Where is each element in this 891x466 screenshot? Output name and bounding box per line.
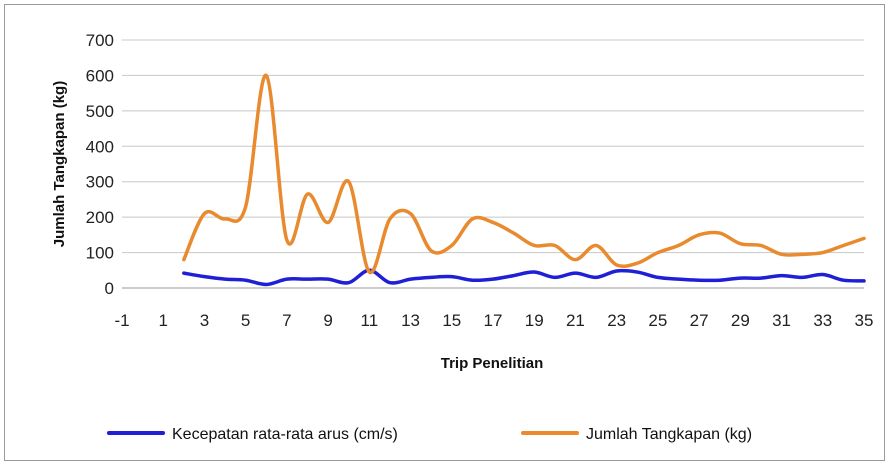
x-tick-label: 31 <box>772 311 791 330</box>
x-tick-label: 19 <box>525 311 544 330</box>
y-tick-label: 300 <box>86 173 114 192</box>
x-tick-label: 15 <box>442 311 461 330</box>
x-tick-label: 21 <box>566 311 585 330</box>
x-tick-label: 5 <box>241 311 250 330</box>
legend-label-kecepatan: Kecepatan rata-rata arus (cm/s) <box>172 426 398 443</box>
chart-frame <box>4 4 885 461</box>
x-tick-label: 9 <box>323 311 332 330</box>
x-tick-label: 1 <box>158 311 167 330</box>
x-tick-label: 23 <box>607 311 626 330</box>
x-tick-labels: -1 1 3 5 7 9 11 13 15 17 19 21 23 25 27 29 31 33 35 <box>114 311 873 330</box>
series-line-jumlah-tangkapan <box>182 73 866 274</box>
series-line-kecepatan <box>182 268 866 287</box>
x-tick-label: 27 <box>690 311 709 330</box>
x-tick-label: 17 <box>484 311 503 330</box>
gridlines <box>122 39 864 289</box>
y-axis-title: Jumlah Tangkapan (kg) <box>51 81 68 247</box>
x-tick-label: -1 <box>114 311 129 330</box>
x-tick-label: 35 <box>855 311 874 330</box>
x-axis-title: Trip Penelitian <box>441 355 544 372</box>
y-tick-label: 0 <box>105 279 114 298</box>
x-tick-label: 33 <box>813 311 832 330</box>
series-lines <box>182 73 866 287</box>
y-tick-labels: 0 100 200 300 400 500 600 700 <box>86 31 114 298</box>
y-tick-label: 400 <box>86 137 114 156</box>
x-tick-label: 11 <box>361 311 379 330</box>
y-tick-label: 200 <box>86 208 114 227</box>
legend: Kecepatan rata-rata arus (cm/s) Jumlah T… <box>107 426 752 443</box>
y-tick-label: 100 <box>86 244 114 263</box>
x-tick-label: 29 <box>731 311 750 330</box>
x-tick-label: 25 <box>648 311 667 330</box>
x-tick-label: 3 <box>200 311 209 330</box>
legend-label-jumlah-tangkapan: Jumlah Tangkapan (kg) <box>586 426 752 443</box>
x-tick-label: 7 <box>282 311 291 330</box>
y-tick-label: 600 <box>86 66 114 85</box>
x-tick-label: 13 <box>401 311 420 330</box>
y-tick-label: 500 <box>86 102 114 121</box>
y-tick-label: 700 <box>86 31 114 50</box>
